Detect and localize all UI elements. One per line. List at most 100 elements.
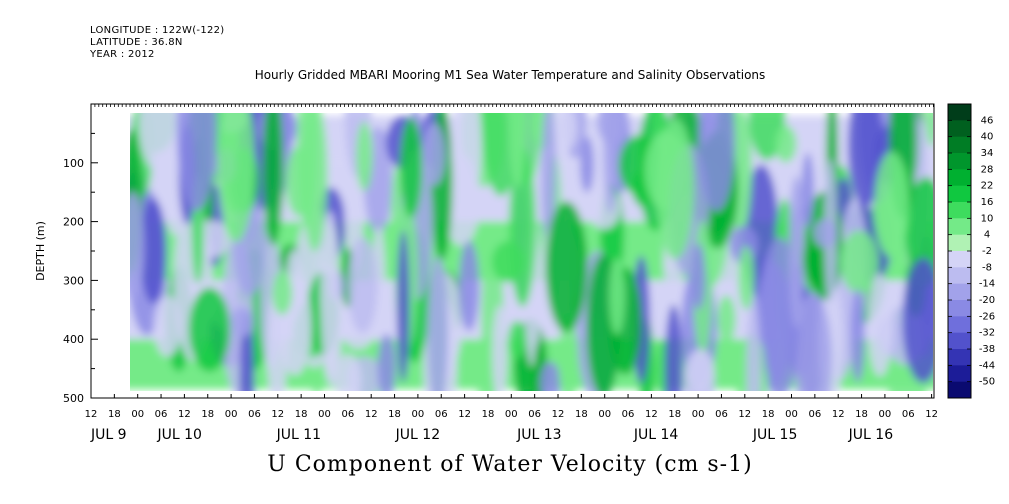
velocity-patch	[664, 304, 683, 391]
heatmap-field	[130, 113, 933, 391]
year-label: YEAR : 2012	[90, 49, 155, 60]
velocity-patch	[539, 361, 561, 391]
x-hour-tick-label: 12	[365, 409, 378, 420]
velocity-patch	[746, 298, 761, 391]
y-tick-label: 200	[63, 216, 84, 229]
colorbar-swatch	[948, 332, 971, 350]
colorbar-label: 46	[981, 115, 994, 126]
y-tick-label: 100	[63, 157, 84, 170]
velocity-patch	[603, 113, 618, 214]
velocity-patch	[507, 320, 527, 360]
x-hour-tick-label: 18	[855, 409, 868, 420]
colorbar-label: 4	[984, 230, 990, 241]
colorbar-label: -50	[979, 377, 995, 388]
velocity-patch	[558, 313, 579, 391]
x-hour-tick-label: 12	[552, 409, 565, 420]
colorbar-swatch	[948, 104, 971, 121]
velocity-patch	[925, 113, 933, 147]
colorbar-label: -32	[979, 328, 995, 339]
velocity-patch	[508, 146, 537, 307]
velocity-patch	[492, 304, 508, 391]
x-hour-tick-label: 06	[528, 409, 541, 420]
velocity-patch	[427, 256, 449, 391]
colorbar-label: -2	[982, 246, 992, 257]
velocity-patch	[396, 230, 410, 383]
colorbar-swatch	[948, 234, 971, 252]
velocity-patch	[230, 306, 254, 338]
x-hour-tick-label: 18	[388, 409, 401, 420]
colorbar-label: 34	[981, 148, 994, 159]
velocity-patch	[587, 188, 621, 230]
colorbar-label: 10	[981, 213, 994, 224]
x-hour-tick-label: 06	[622, 409, 635, 420]
velocity-patch	[801, 152, 815, 229]
x-hour-tick-label: 06	[155, 409, 168, 420]
latitude-label: LATITUDE : 36.8N	[90, 37, 183, 48]
x-hour-tick-label: 00	[131, 409, 144, 420]
colorbar-label: -20	[979, 295, 995, 306]
velocity-patch	[902, 257, 933, 384]
velocity-patch	[130, 191, 145, 301]
x-hour-tick-label: 06	[902, 409, 915, 420]
x-hour-tick-label: 00	[879, 409, 892, 420]
velocity-patch	[867, 273, 893, 377]
velocity-patch	[140, 198, 167, 304]
x-date-label: JUL 14	[633, 427, 679, 443]
x-hour-tick-label: 06	[248, 409, 261, 420]
colorbar-swatch	[948, 365, 971, 383]
colorbar-swatch	[948, 136, 971, 154]
colorbar-swatch	[948, 185, 971, 203]
velocity-patch	[399, 117, 423, 218]
x-hour-tick-label: 06	[435, 409, 448, 420]
colorbar-label: -38	[979, 344, 995, 355]
x-hour-tick-label: 12	[458, 409, 471, 420]
x-hour-tick-label: 00	[785, 409, 798, 420]
velocity-patch	[774, 125, 797, 163]
velocity-patch	[716, 295, 736, 344]
velocity-patch	[847, 113, 883, 207]
velocity-patch	[541, 113, 557, 251]
x-hour-tick-label: 00	[225, 409, 238, 420]
colorbar-label: 16	[981, 197, 994, 208]
velocity-patch	[545, 201, 588, 333]
colorbar: 46 40 34 28 22 16 10 4 -2 -8 -14 -20 -26 -32 -38 -44 -50	[947, 103, 995, 399]
x-hour-tick-label: 12	[925, 409, 938, 420]
x-hour-tick-label: 12	[271, 409, 284, 420]
x-date-label: JUL 11	[276, 427, 321, 443]
colorbar-swatch	[948, 316, 971, 334]
x-hour-tick-label: 06	[715, 409, 728, 420]
x-hour-tick-label: 00	[505, 409, 518, 420]
x-hour-tick-label: 12	[832, 409, 845, 420]
velocity-patch	[738, 245, 755, 311]
colorbar-swatch	[948, 251, 971, 268]
colorbar-label: -14	[979, 279, 995, 290]
velocity-patch	[686, 349, 714, 391]
velocity-patch	[793, 292, 832, 391]
x-hour-tick-label: 18	[201, 409, 214, 420]
x-hour-tick-label: 00	[692, 409, 705, 420]
chart-title: Hourly Gridded MBARI Mooring M1 Sea Wate…	[254, 68, 766, 82]
velocity-patch	[217, 113, 255, 243]
velocity-patch	[356, 121, 373, 192]
velocity-patch	[188, 287, 231, 372]
x-hour-tick-label: 12	[178, 409, 191, 420]
velocity-patch	[347, 237, 378, 334]
velocity-patch	[262, 113, 284, 246]
x-hour-tick-label: 12	[85, 409, 98, 420]
x-hour-tick-label: 18	[575, 409, 588, 420]
y-tick-label: 300	[63, 274, 84, 287]
x-hour-tick-label: 00	[598, 409, 611, 420]
x-hour-tick-label: 06	[341, 409, 354, 420]
colorbar-swatch	[948, 381, 971, 399]
velocity-patch	[421, 122, 446, 186]
colorbar-swatch	[948, 267, 971, 285]
velocity-patch	[458, 240, 480, 332]
x-date-label: JUL 9	[90, 427, 127, 443]
velocity-patch	[550, 113, 578, 153]
colorbar-label: 22	[981, 181, 994, 192]
velocity-patch	[874, 151, 909, 258]
colorbar-label: 40	[981, 132, 994, 143]
velocity-patch	[691, 243, 706, 310]
x-hour-tick-label: 12	[738, 409, 751, 420]
x-date-label: JUL 10	[157, 427, 202, 443]
